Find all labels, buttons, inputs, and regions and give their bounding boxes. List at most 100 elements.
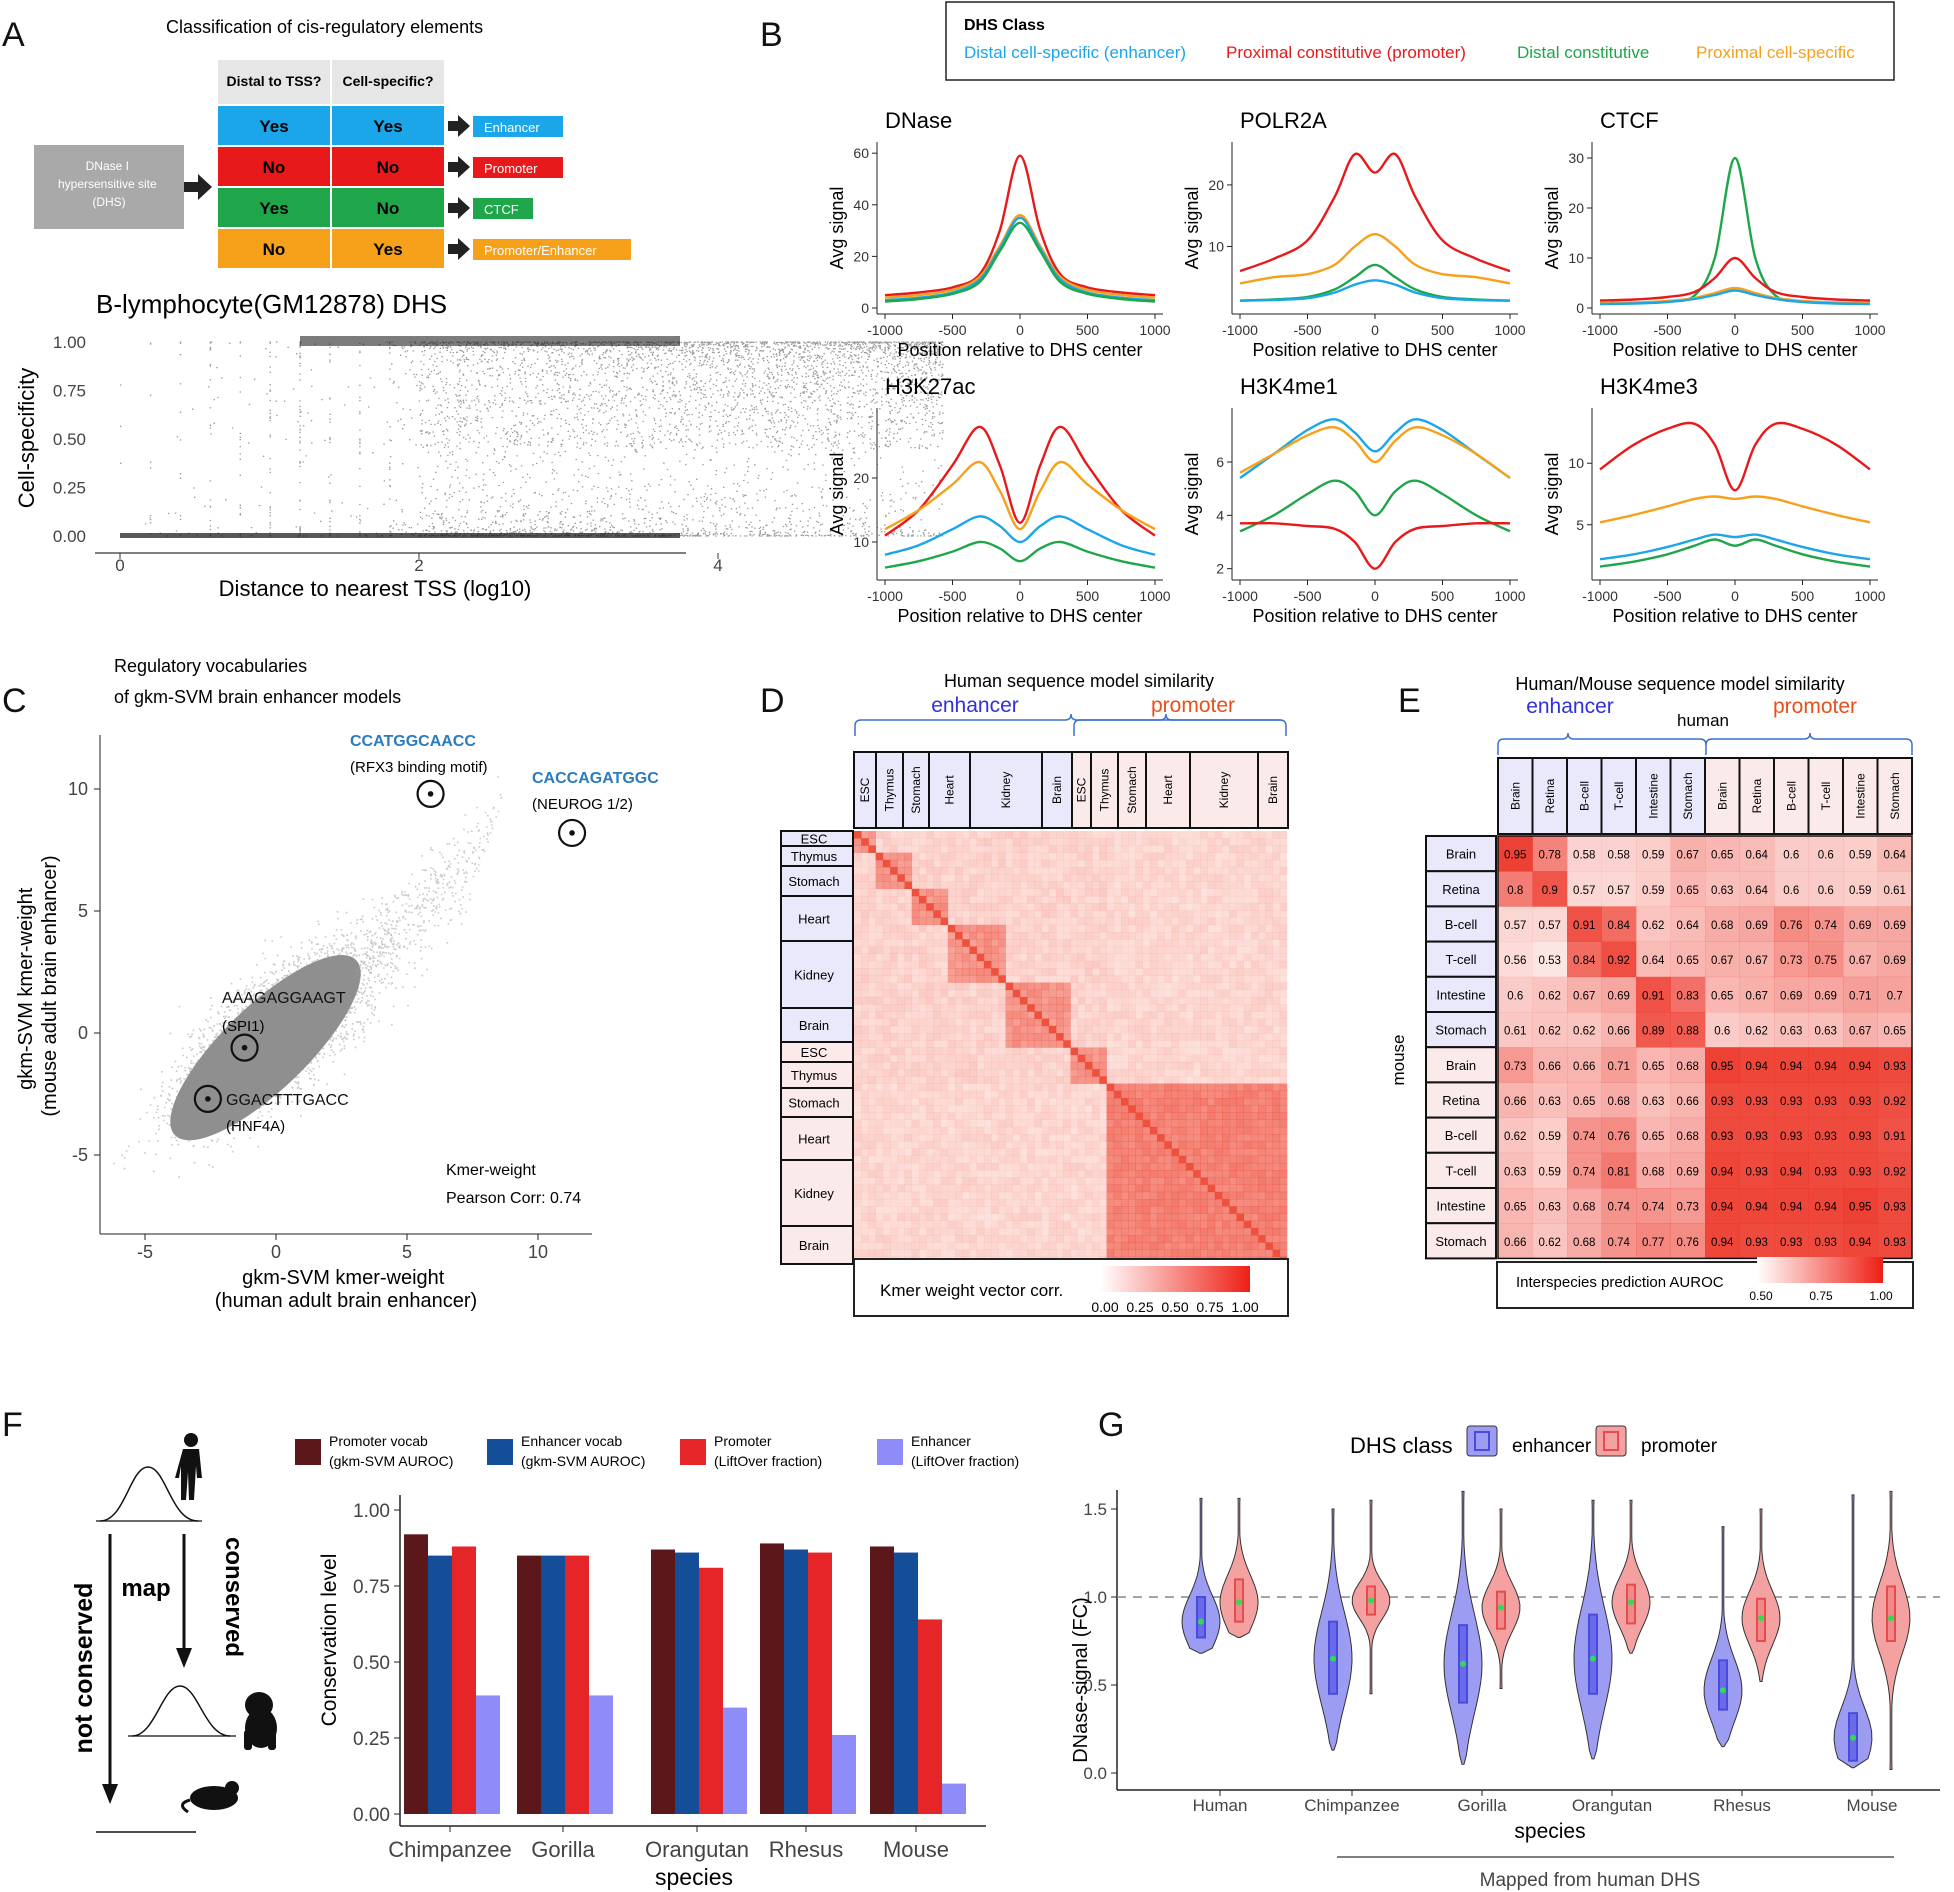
heatmap-e-value: 0.8 — [1507, 885, 1523, 897]
heatmap-d-cell — [983, 1141, 992, 1149]
heatmap-d-cell — [976, 1213, 985, 1221]
heatmap-d-cell — [947, 1148, 956, 1157]
heatmap-d-cell — [1041, 1199, 1050, 1207]
heatmap-d-cell — [1142, 845, 1151, 853]
heatmap-d-cell — [897, 1090, 905, 1099]
heatmap-d-cell — [1178, 1191, 1187, 1200]
heatmap-d-cell — [1027, 996, 1035, 1005]
heatmap-e-cell — [1808, 1188, 1844, 1224]
scatter-c-ytick-label: 5 — [78, 901, 88, 921]
heatmap-d-cell — [1005, 982, 1014, 991]
heatmap-d-cell — [911, 1119, 920, 1128]
heatmap-d-cell — [1149, 946, 1158, 954]
heatmap-d-cell — [1214, 932, 1223, 940]
heatmap-d-cell — [1265, 1004, 1273, 1012]
heatmap-d-cell — [868, 831, 876, 839]
heatmap-d-col-box — [875, 751, 904, 829]
heatmap-d-cell — [1012, 1025, 1021, 1034]
heatmap-d-cell — [1279, 968, 1288, 976]
heatmap-d-cell — [1258, 1220, 1266, 1229]
heatmap-d-cell — [1229, 982, 1237, 991]
heatmap-d-cell — [1193, 1047, 1201, 1056]
heatmap-d-cell — [1193, 1004, 1201, 1012]
heatmap-d-cell — [1142, 1119, 1151, 1128]
heatmap-d-cell — [1229, 1098, 1237, 1106]
heatmap-e-legend-bar — [1757, 1257, 1883, 1283]
heatmap-d-cell — [1200, 1206, 1208, 1214]
heatmap-d-cell — [1048, 939, 1057, 947]
heatmap-d-cell — [940, 1242, 949, 1250]
heatmap-d-cell — [1106, 1105, 1115, 1113]
heatmap-d-cell — [1142, 1184, 1151, 1193]
heatmap-d-cell — [1272, 831, 1281, 839]
heatmap-d-cell — [918, 1155, 927, 1164]
heatmap-d-cell — [1005, 953, 1014, 962]
heatmap-d-cell — [1034, 1098, 1042, 1106]
heatmap-d-cell — [1229, 1040, 1237, 1048]
heatmap-d-cell — [1149, 1083, 1158, 1092]
heatmap-d-cell — [1265, 917, 1273, 926]
heatmap-d-cell — [868, 1054, 876, 1063]
heatmap-d-cell — [1128, 1249, 1136, 1258]
heatmap-d-cell — [933, 1040, 941, 1048]
heatmap-d-cell — [1149, 1191, 1158, 1200]
heatmap-d-cell — [933, 1177, 941, 1185]
heatmap-d-cell — [1106, 903, 1115, 911]
heatmap-d-cell — [955, 895, 963, 904]
violin-box — [1718, 1659, 1728, 1711]
profile-xtick-label: -500 — [1293, 322, 1321, 338]
heatmap-d-cell — [1207, 1148, 1216, 1157]
heatmap-d-cell — [1200, 1105, 1208, 1113]
heatmap-d-cell — [1027, 1206, 1035, 1214]
heatmap-d-cell — [1113, 1018, 1122, 1027]
heatmap-d-cell — [1222, 968, 1230, 976]
heatmap-d-cell — [918, 895, 927, 904]
heatmap-d-cell — [854, 1126, 862, 1135]
heatmap-d-cell — [875, 917, 884, 926]
heatmap-d-cell — [1041, 917, 1050, 926]
heatmap-d-cell — [1135, 1126, 1143, 1135]
heatmap-d-cell — [1200, 924, 1208, 933]
bar-ytick-label: 0.00 — [353, 1805, 390, 1826]
heatmap-d-cell — [991, 1126, 999, 1135]
heatmap-d-cell — [882, 1112, 891, 1120]
heatmap-d-cell — [918, 1220, 927, 1229]
heatmap-d-cell — [918, 1235, 927, 1243]
heatmap-d-cell — [875, 1040, 884, 1048]
heatmap-d-cell — [854, 968, 862, 976]
heatmap-e-value: 0.62 — [1539, 1026, 1561, 1038]
heatmap-d-cell — [1243, 838, 1252, 846]
heatmap-d-cell — [983, 1069, 992, 1077]
heatmap-d-cell — [1149, 1025, 1158, 1034]
heatmap-e-cell — [1498, 1047, 1533, 1083]
heatmap-d-cell — [1121, 867, 1129, 875]
heatmap-d-cell — [1034, 838, 1042, 846]
heatmap-d-cell — [1142, 1170, 1151, 1178]
heatmap-d-cell — [1056, 859, 1064, 868]
heatmap-d-cell — [1084, 1076, 1093, 1084]
heatmap-d-cell — [882, 1199, 891, 1207]
profile-xtick-label: -1000 — [867, 588, 903, 604]
heatmap-d-cell — [1128, 1141, 1136, 1149]
heatmap-d-cell — [1005, 1054, 1014, 1063]
panel-letter-d: D — [760, 682, 785, 720]
heatmap-d-cell — [1214, 867, 1223, 875]
heatmap-d-cell — [940, 895, 949, 904]
heatmap-d-cell — [1070, 910, 1079, 918]
heatmap-d-cell — [1099, 1054, 1107, 1063]
heatmap-d-cell — [1099, 1033, 1107, 1041]
heatmap-d-cell — [868, 989, 876, 998]
heatmap-d-cell — [940, 1220, 949, 1229]
heatmap-d-cell — [991, 1083, 999, 1092]
heatmap-d-cell — [911, 867, 920, 875]
heatmap-d-cell — [897, 888, 905, 897]
heatmap-d-cell — [1063, 939, 1071, 947]
scatter-c-xlabel-2: (human adult brain enhancer) — [215, 1290, 477, 1312]
heatmap-d-cell — [861, 1184, 869, 1193]
heatmap-d-cell — [1272, 932, 1281, 940]
heatmap-d-cell — [1070, 1112, 1079, 1120]
table-row-label: Promoter — [484, 161, 538, 176]
heatmap-d-cell — [1279, 1249, 1288, 1258]
heatmap-d-cell — [1019, 1119, 1028, 1128]
heatmap-d-cell — [998, 1025, 1006, 1034]
